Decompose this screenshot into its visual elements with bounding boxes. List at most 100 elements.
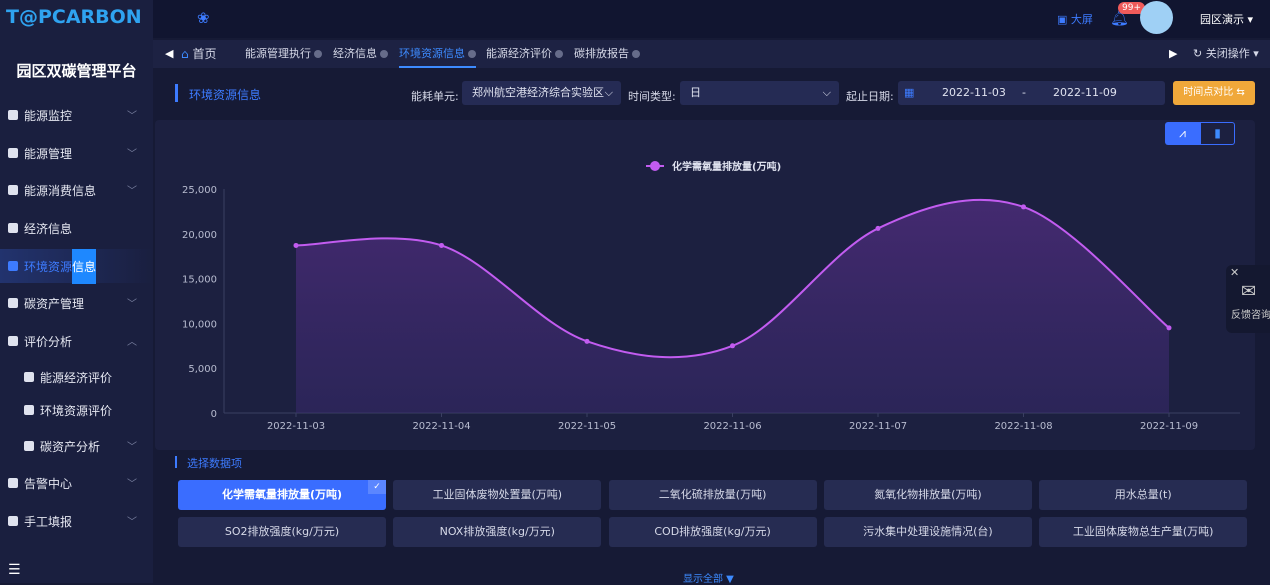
x-tick-label: 2022-11-07 <box>849 421 907 432</box>
tab-scroll-left[interactable]: ◀ <box>165 47 174 60</box>
close-tab-icon[interactable] <box>380 50 388 58</box>
sidebar-item[interactable]: 能源消费信息 ﹀ <box>0 173 153 207</box>
data-item-button[interactable]: 化学需氧量排放量(万吨) ✓ <box>178 480 386 510</box>
x-tick-label: 2022-11-09 <box>1140 421 1198 432</box>
chevron-icon[interactable]: ﹀ <box>127 149 137 160</box>
tab[interactable]: 经济信息 <box>333 40 388 68</box>
tab-home[interactable]: ⌂ 首页 <box>181 47 217 61</box>
sidebar-item[interactable]: 碳资产分析 ﹀ <box>0 429 153 463</box>
close-tab-icon[interactable] <box>555 50 563 58</box>
monitor-icon: ▣ <box>1057 13 1068 26</box>
chevron-icon[interactable]: ﹀ <box>127 299 137 310</box>
collapse-menu-icon[interactable]: ☰ <box>8 562 21 578</box>
data-point <box>1021 204 1026 210</box>
notification-badge: 99+ <box>1118 2 1145 14</box>
time-type-select[interactable]: 日 ⌵ <box>680 81 839 105</box>
selector-title: 选择数据项 <box>187 457 242 470</box>
data-item-button[interactable]: 工业固体废物处置量(万吨) <box>393 480 602 510</box>
x-tick-label: 2022-11-03 <box>267 421 325 432</box>
chevron-icon[interactable]: ﹀ <box>127 442 137 453</box>
x-tick-label: 2022-11-06 <box>703 421 761 432</box>
user-menu[interactable]: 园区演示 ▾ <box>1200 13 1254 26</box>
tab-bar: ◀ ⌂ 首页 能源管理执行 经济信息 环境资源信息 能源经济评价 碳排放报告 ▶ ↻ 关… <box>153 40 1270 68</box>
area-fill <box>296 199 1169 413</box>
sidebar-item[interactable]: 环境资源评价 <box>0 393 153 427</box>
apps-icon[interactable]: ❀ <box>197 9 210 27</box>
y-tick-label: 10,000 <box>182 319 217 330</box>
sidebar: T@PCARBON 园区双碳管理平台 能源监控 ﹀ 能源管理 ﹀ 能源消费信息 ﹀ 经济信息… <box>0 0 153 583</box>
show-all-link[interactable]: 显示全部 ▼ <box>683 574 734 585</box>
menu-icon <box>8 336 18 346</box>
y-tick-label: 15,000 <box>182 275 217 286</box>
chevron-icon[interactable]: ﹀ <box>127 517 137 528</box>
compare-button[interactable]: 时间点对比 ⇆ <box>1173 81 1255 105</box>
sidebar-item[interactable]: 评价分析 ︿ <box>0 324 153 358</box>
check-icon: ✓ <box>368 480 386 494</box>
sidebar-item[interactable]: 能源管理 ﹀ <box>0 136 153 170</box>
menu-icon <box>8 516 18 526</box>
legend-label: 化学需氧量排放量(万吨) <box>672 160 781 173</box>
home-icon: ⌂ <box>181 47 189 61</box>
data-item-button[interactable]: 二氧化硫排放量(万吨) <box>608 480 817 510</box>
tab[interactable]: 能源经济评价 <box>486 40 563 68</box>
tab-scroll-right[interactable]: ▶ <box>1169 47 1178 60</box>
menu-icon <box>8 478 18 488</box>
platform-title: 园区双碳管理平台 <box>16 62 137 80</box>
menu-icon <box>24 405 34 415</box>
data-item-button[interactable]: 污水集中处理设施情况(台) <box>823 517 1032 547</box>
x-tick-label: 2022-11-05 <box>558 421 616 432</box>
line-chart-toggle[interactable]: ⩘ <box>1165 122 1200 145</box>
tab[interactable]: 能源管理执行 <box>245 40 322 68</box>
chevron-icon[interactable]: ﹀ <box>127 111 137 122</box>
menu-icon <box>24 372 34 382</box>
calendar-icon: ▦ <box>904 86 915 99</box>
data-item-button[interactable]: NOX排放强度(kg/万元) <box>393 517 602 547</box>
chevron-icon[interactable]: ︿ <box>127 337 137 348</box>
sidebar-item[interactable]: 碳资产管理 ﹀ <box>0 286 153 320</box>
data-item-button[interactable]: 氮氧化物排放量(万吨) <box>823 480 1032 510</box>
top-bar: ❀ ▣ 大屏 🔔︎ 99+ 园区演示 ▾ <box>153 0 1270 38</box>
bigscreen-button[interactable]: ▣ 大屏 <box>1057 13 1093 26</box>
tab[interactable]: 碳排放报告 <box>574 40 640 68</box>
close-icon[interactable]: ✕ <box>1230 266 1240 279</box>
data-point <box>439 242 444 248</box>
date-range-picker[interactable]: ▦ 2022-11-03 - 2022-11-09 <box>898 81 1165 105</box>
menu-icon <box>8 223 18 233</box>
logo: T@PCARBON <box>6 6 142 28</box>
sidebar-item[interactable]: 手工填报 ﹀ <box>0 504 153 538</box>
data-item-button[interactable]: COD排放强度(kg/万元) <box>608 517 817 547</box>
data-point <box>1166 325 1172 331</box>
sidebar-item[interactable]: 经济信息 <box>0 211 153 245</box>
bar-chart-toggle[interactable]: ▮ <box>1200 122 1235 145</box>
time-type-label: 时间类型: <box>628 90 676 103</box>
unit-select[interactable]: 郑州航空港经济综合实验区 ⌵ <box>462 81 621 105</box>
section-marker <box>175 84 178 102</box>
data-point <box>293 242 299 248</box>
data-item-button[interactable]: 工业固体废物总生产量(万吨) <box>1039 517 1248 547</box>
tab[interactable]: 环境资源信息 <box>399 40 476 68</box>
sidebar-item[interactable]: 环境资源 信息 <box>0 248 153 284</box>
chevron-icon[interactable]: ﹀ <box>127 186 137 197</box>
menu-icon <box>8 185 18 195</box>
feedback-widget[interactable]: ✕ ✉ 反馈咨询 <box>1226 265 1270 333</box>
y-tick-label: 20,000 <box>182 230 217 241</box>
close-tab-icon[interactable] <box>632 50 640 58</box>
avatar[interactable] <box>1140 1 1173 34</box>
sidebar-item[interactable]: 能源监控 ﹀ <box>0 98 153 132</box>
data-point <box>730 343 735 349</box>
mail-icon: ✉ <box>1241 281 1257 302</box>
sidebar-item[interactable]: 告警中心 ﹀ <box>0 466 153 500</box>
data-item-button[interactable]: SO2排放强度(kg/万元) <box>178 517 386 547</box>
data-point <box>584 338 590 344</box>
close-tab-icon[interactable] <box>314 50 322 58</box>
menu-icon <box>24 441 34 451</box>
sidebar-item[interactable]: 能源经济评价 <box>0 360 153 394</box>
data-item-button[interactable]: 用水总量(t) <box>1039 480 1248 510</box>
menu-icon <box>8 261 18 271</box>
legend-marker <box>650 161 660 171</box>
close-operations[interactable]: ↻ 关闭操作 ▾ <box>1193 47 1259 60</box>
y-tick-label: 25,000 <box>182 185 217 196</box>
close-tab-icon[interactable] <box>468 50 476 58</box>
chevron-icon[interactable]: ﹀ <box>127 479 137 490</box>
